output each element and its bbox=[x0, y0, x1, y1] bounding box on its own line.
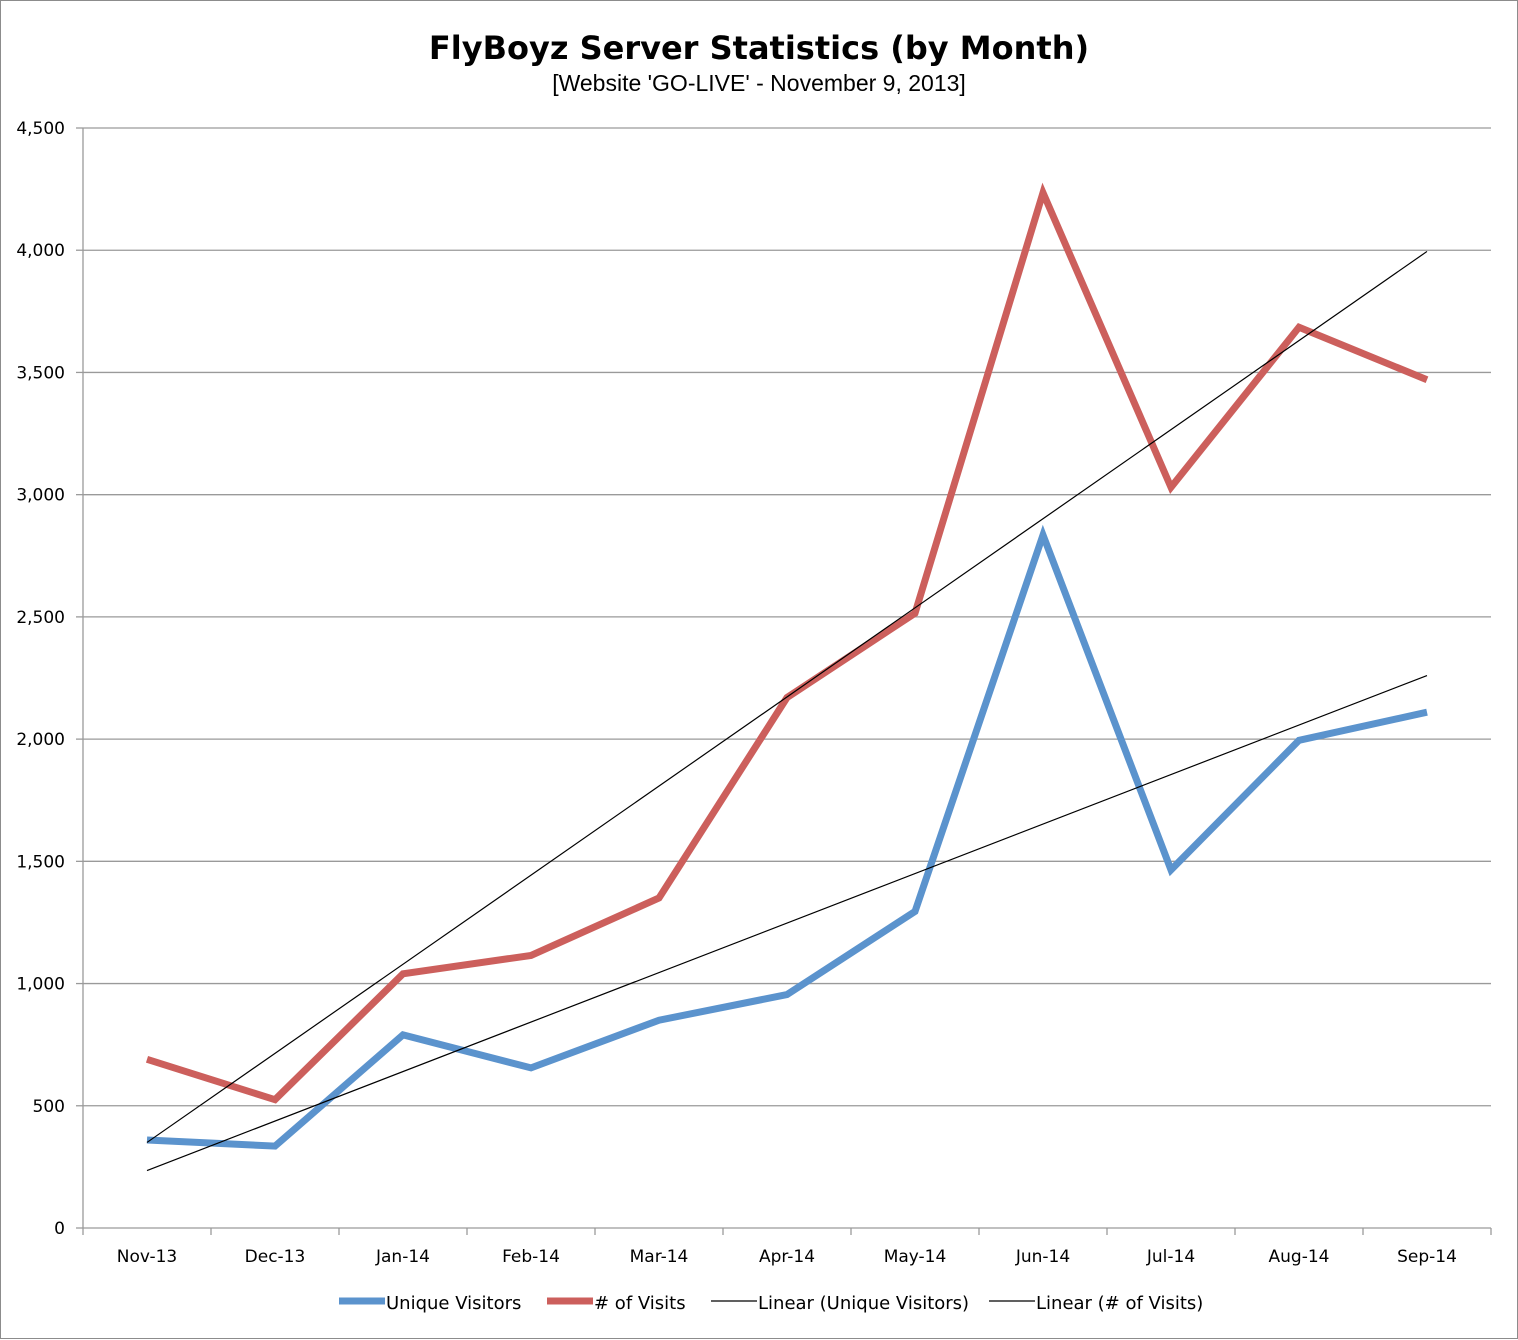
trendline-unique-visitors bbox=[146, 674, 1428, 1172]
series-line-unique-visitors bbox=[146, 524, 1428, 1150]
chart-title: FlyBoyz Server Statistics (by Month) bbox=[429, 29, 1089, 67]
legend-label: Unique Visitors bbox=[386, 1293, 521, 1314]
x-tick-label: Apr-14 bbox=[759, 1247, 815, 1267]
data-series bbox=[145, 182, 1429, 1150]
x-tick-label: Mar-14 bbox=[630, 1247, 689, 1267]
x-tick-label: Jul-14 bbox=[1146, 1247, 1195, 1267]
x-tick-label: Nov-13 bbox=[117, 1247, 178, 1267]
x-tick-label: Dec-13 bbox=[245, 1247, 306, 1267]
x-tick-label: Feb-14 bbox=[502, 1247, 560, 1267]
x-tick-label: Jan-14 bbox=[375, 1247, 430, 1267]
series-line-visits bbox=[145, 182, 1429, 1104]
trendlines bbox=[146, 250, 1428, 1172]
y-tick-label: 3,500 bbox=[16, 363, 65, 383]
x-tick-label: Sep-14 bbox=[1397, 1247, 1457, 1267]
legend-linear-unique-visitors: Linear (Unique Visitors) bbox=[711, 1293, 969, 1314]
gridlines bbox=[83, 127, 1491, 1107]
y-tick-label: 2,500 bbox=[16, 608, 65, 628]
chart-subtitle: [Website 'GO-LIVE' - November 9, 2013] bbox=[552, 70, 966, 96]
axes: 0 500 1,000 1,500 2,000 2,500 3,000 3,500 4,000 4… bbox=[16, 119, 1492, 1267]
legend-unique-visitors: Unique Visitors bbox=[339, 1293, 521, 1314]
legend-label: Linear (Unique Visitors) bbox=[758, 1293, 969, 1314]
legend-label: Linear (# of Visits) bbox=[1036, 1293, 1203, 1314]
y-tick-label: 1,500 bbox=[16, 852, 65, 872]
x-tick-label: Aug-14 bbox=[1269, 1247, 1330, 1267]
legend: Unique Visitors # of Visits Linear (Unique… bbox=[339, 1293, 1203, 1314]
y-tick-label: 0 bbox=[54, 1219, 65, 1239]
legend-label: # of Visits bbox=[594, 1293, 686, 1314]
y-tick-label: 2,000 bbox=[16, 730, 65, 750]
x-tick-label: May-14 bbox=[884, 1247, 947, 1267]
y-tick-label: 1,000 bbox=[16, 975, 65, 995]
y-tick-label: 4,500 bbox=[16, 119, 65, 139]
legend-linear-visits: Linear (# of Visits) bbox=[989, 1293, 1203, 1314]
legend-visits: # of Visits bbox=[547, 1293, 686, 1314]
y-tick-label: 4,000 bbox=[16, 241, 65, 261]
x-tick-label: Jun-14 bbox=[1015, 1247, 1070, 1267]
y-tick-label: 500 bbox=[33, 1097, 65, 1117]
trendline-visits bbox=[146, 250, 1428, 1143]
y-tick-label: 3,000 bbox=[16, 486, 65, 506]
